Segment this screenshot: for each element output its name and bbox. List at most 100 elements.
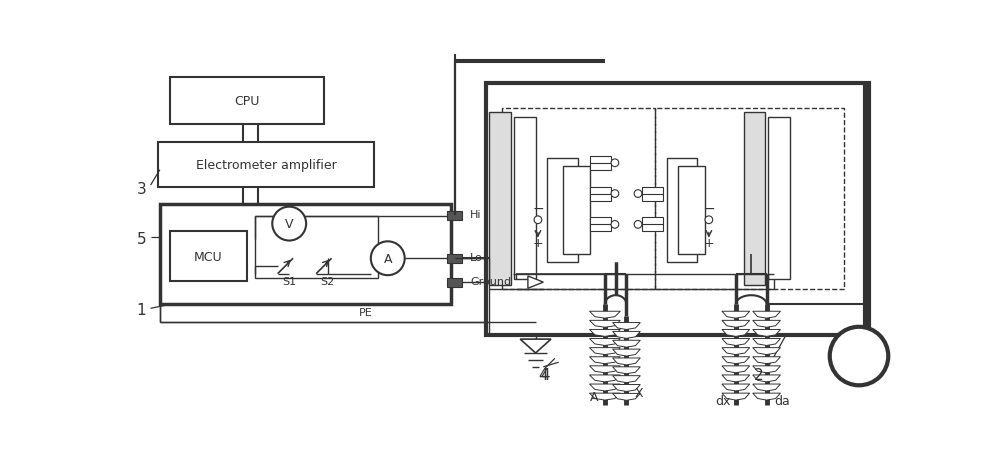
- Bar: [486, 84, 869, 336]
- Circle shape: [634, 221, 642, 229]
- Bar: [158, 143, 374, 187]
- Polygon shape: [590, 393, 620, 400]
- Polygon shape: [722, 321, 750, 328]
- Polygon shape: [613, 332, 640, 339]
- Text: X: X: [634, 386, 643, 400]
- Bar: [160, 205, 451, 305]
- Polygon shape: [528, 276, 543, 289]
- Polygon shape: [722, 384, 750, 391]
- Polygon shape: [753, 321, 780, 328]
- Circle shape: [830, 327, 888, 386]
- Circle shape: [534, 217, 542, 224]
- Text: Hi: Hi: [470, 210, 482, 220]
- Polygon shape: [590, 384, 620, 391]
- Bar: [590, 157, 611, 170]
- Text: +: +: [704, 237, 714, 250]
- Bar: [170, 78, 324, 124]
- Polygon shape: [753, 339, 780, 346]
- Text: +: +: [533, 237, 543, 250]
- Bar: [678, 167, 705, 255]
- Polygon shape: [613, 393, 640, 400]
- Text: CPU: CPU: [234, 95, 260, 108]
- Polygon shape: [590, 330, 620, 336]
- Bar: [590, 187, 611, 201]
- Bar: [563, 167, 590, 255]
- Polygon shape: [590, 321, 620, 328]
- Polygon shape: [590, 312, 620, 319]
- Text: Ground: Ground: [470, 277, 511, 287]
- Polygon shape: [753, 384, 780, 391]
- Polygon shape: [722, 330, 750, 336]
- Text: Electrometer amplifier: Electrometer amplifier: [196, 158, 336, 171]
- Polygon shape: [520, 339, 551, 353]
- Bar: [489, 113, 511, 285]
- Polygon shape: [722, 366, 750, 373]
- Polygon shape: [722, 375, 750, 382]
- Polygon shape: [753, 375, 780, 382]
- Bar: [547, 159, 578, 263]
- Polygon shape: [613, 349, 640, 356]
- Polygon shape: [753, 393, 780, 400]
- Text: A: A: [384, 252, 392, 265]
- Text: 4: 4: [540, 367, 550, 382]
- Polygon shape: [753, 366, 780, 373]
- Text: da: da: [774, 394, 790, 407]
- Polygon shape: [722, 357, 750, 364]
- Bar: [447, 254, 462, 263]
- Bar: [655, 109, 844, 290]
- Bar: [666, 159, 697, 263]
- Polygon shape: [613, 376, 640, 383]
- Text: PE: PE: [359, 308, 373, 318]
- Polygon shape: [590, 357, 620, 364]
- Bar: [502, 109, 655, 290]
- Polygon shape: [753, 330, 780, 336]
- Bar: [642, 218, 663, 232]
- Circle shape: [611, 160, 619, 167]
- Polygon shape: [590, 375, 620, 382]
- Text: −: −: [703, 202, 715, 216]
- Text: 1: 1: [137, 302, 146, 318]
- Bar: [768, 118, 790, 280]
- Circle shape: [371, 242, 405, 275]
- Polygon shape: [613, 367, 640, 374]
- Polygon shape: [722, 312, 750, 319]
- Polygon shape: [753, 357, 780, 364]
- Bar: [447, 211, 462, 220]
- Text: S1: S1: [282, 277, 296, 287]
- Bar: [590, 218, 611, 232]
- Bar: [642, 187, 663, 201]
- Polygon shape: [590, 366, 620, 373]
- Text: Lo: Lo: [470, 253, 483, 263]
- Bar: [255, 217, 378, 278]
- Bar: [447, 278, 462, 287]
- Circle shape: [272, 207, 306, 241]
- Polygon shape: [753, 312, 780, 319]
- Text: −: −: [532, 202, 544, 216]
- Polygon shape: [613, 385, 640, 392]
- Text: V: V: [285, 218, 293, 230]
- Text: 2: 2: [754, 367, 764, 382]
- Polygon shape: [590, 348, 620, 355]
- Text: 5: 5: [137, 232, 146, 247]
- Polygon shape: [613, 323, 640, 330]
- Text: 4: 4: [538, 367, 548, 382]
- Polygon shape: [722, 348, 750, 355]
- Circle shape: [634, 190, 642, 198]
- Text: dx: dx: [715, 394, 730, 407]
- Polygon shape: [613, 341, 640, 347]
- Polygon shape: [722, 393, 750, 400]
- Text: 3: 3: [136, 182, 146, 197]
- Circle shape: [611, 190, 619, 198]
- Text: A: A: [590, 391, 599, 403]
- Polygon shape: [590, 339, 620, 346]
- Circle shape: [611, 221, 619, 229]
- Polygon shape: [722, 339, 750, 346]
- Circle shape: [705, 217, 713, 224]
- Bar: [744, 113, 765, 285]
- Bar: [170, 232, 247, 282]
- Bar: [514, 118, 536, 280]
- Polygon shape: [753, 348, 780, 355]
- Text: MCU: MCU: [194, 251, 223, 263]
- Polygon shape: [613, 358, 640, 365]
- Text: S2: S2: [321, 277, 335, 287]
